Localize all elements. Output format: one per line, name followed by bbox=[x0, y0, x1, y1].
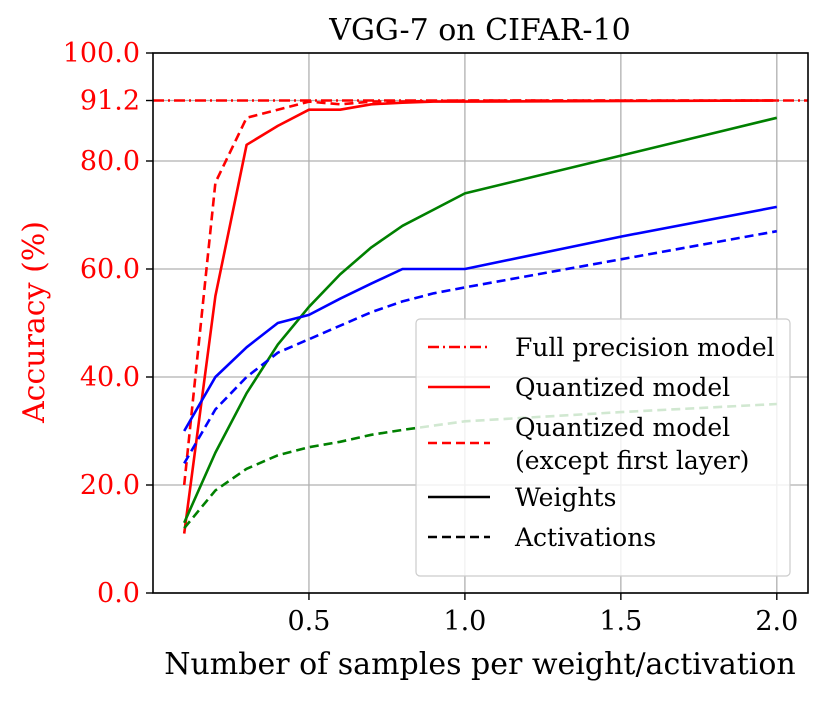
legend-label: Quantized model bbox=[515, 413, 730, 442]
legend-label: Quantized model bbox=[515, 373, 730, 402]
y-tick-label: 80.0 bbox=[80, 146, 140, 177]
series-line bbox=[183, 116, 778, 524]
y-tick-label: 60.0 bbox=[80, 254, 140, 285]
legend-label: Full precision model bbox=[515, 333, 775, 362]
legend-label: Activations bbox=[514, 523, 656, 552]
x-axis-label: Number of samples per weight/activation bbox=[164, 647, 796, 682]
series-line bbox=[183, 229, 778, 465]
y-axis-label: Accuracy (%) bbox=[17, 221, 52, 424]
legend-label: Weights bbox=[515, 483, 616, 512]
legend-box bbox=[415, 318, 791, 577]
y-tick-label: 20.0 bbox=[80, 470, 140, 501]
x-tick-label: 1.5 bbox=[599, 606, 642, 637]
legend-label: (except first layer) bbox=[515, 446, 749, 475]
chart-title: VGG-7 on CIFAR-10 bbox=[328, 13, 630, 48]
y-tick-label: 0.0 bbox=[97, 578, 140, 609]
x-tick-label: 1.0 bbox=[443, 606, 486, 637]
plot-frame bbox=[152, 52, 809, 594]
y-tick-label: 100.0 bbox=[63, 38, 140, 69]
x-tick-label: 2.0 bbox=[755, 606, 798, 637]
x-tick-label: 0.5 bbox=[287, 606, 330, 637]
series-line bbox=[182, 99, 777, 486]
legend: Full precision model Quantized model Quant… bbox=[415, 318, 791, 577]
tick-layer: 0.5 1.0 1.5 2.0 0.0 20.0 40.0 60.0 80.0 91.2 100.0 bbox=[63, 38, 799, 637]
series-line bbox=[183, 205, 778, 432]
y-tick-label: 91.2 bbox=[80, 86, 140, 117]
y-tick-label: 40.0 bbox=[80, 362, 140, 393]
